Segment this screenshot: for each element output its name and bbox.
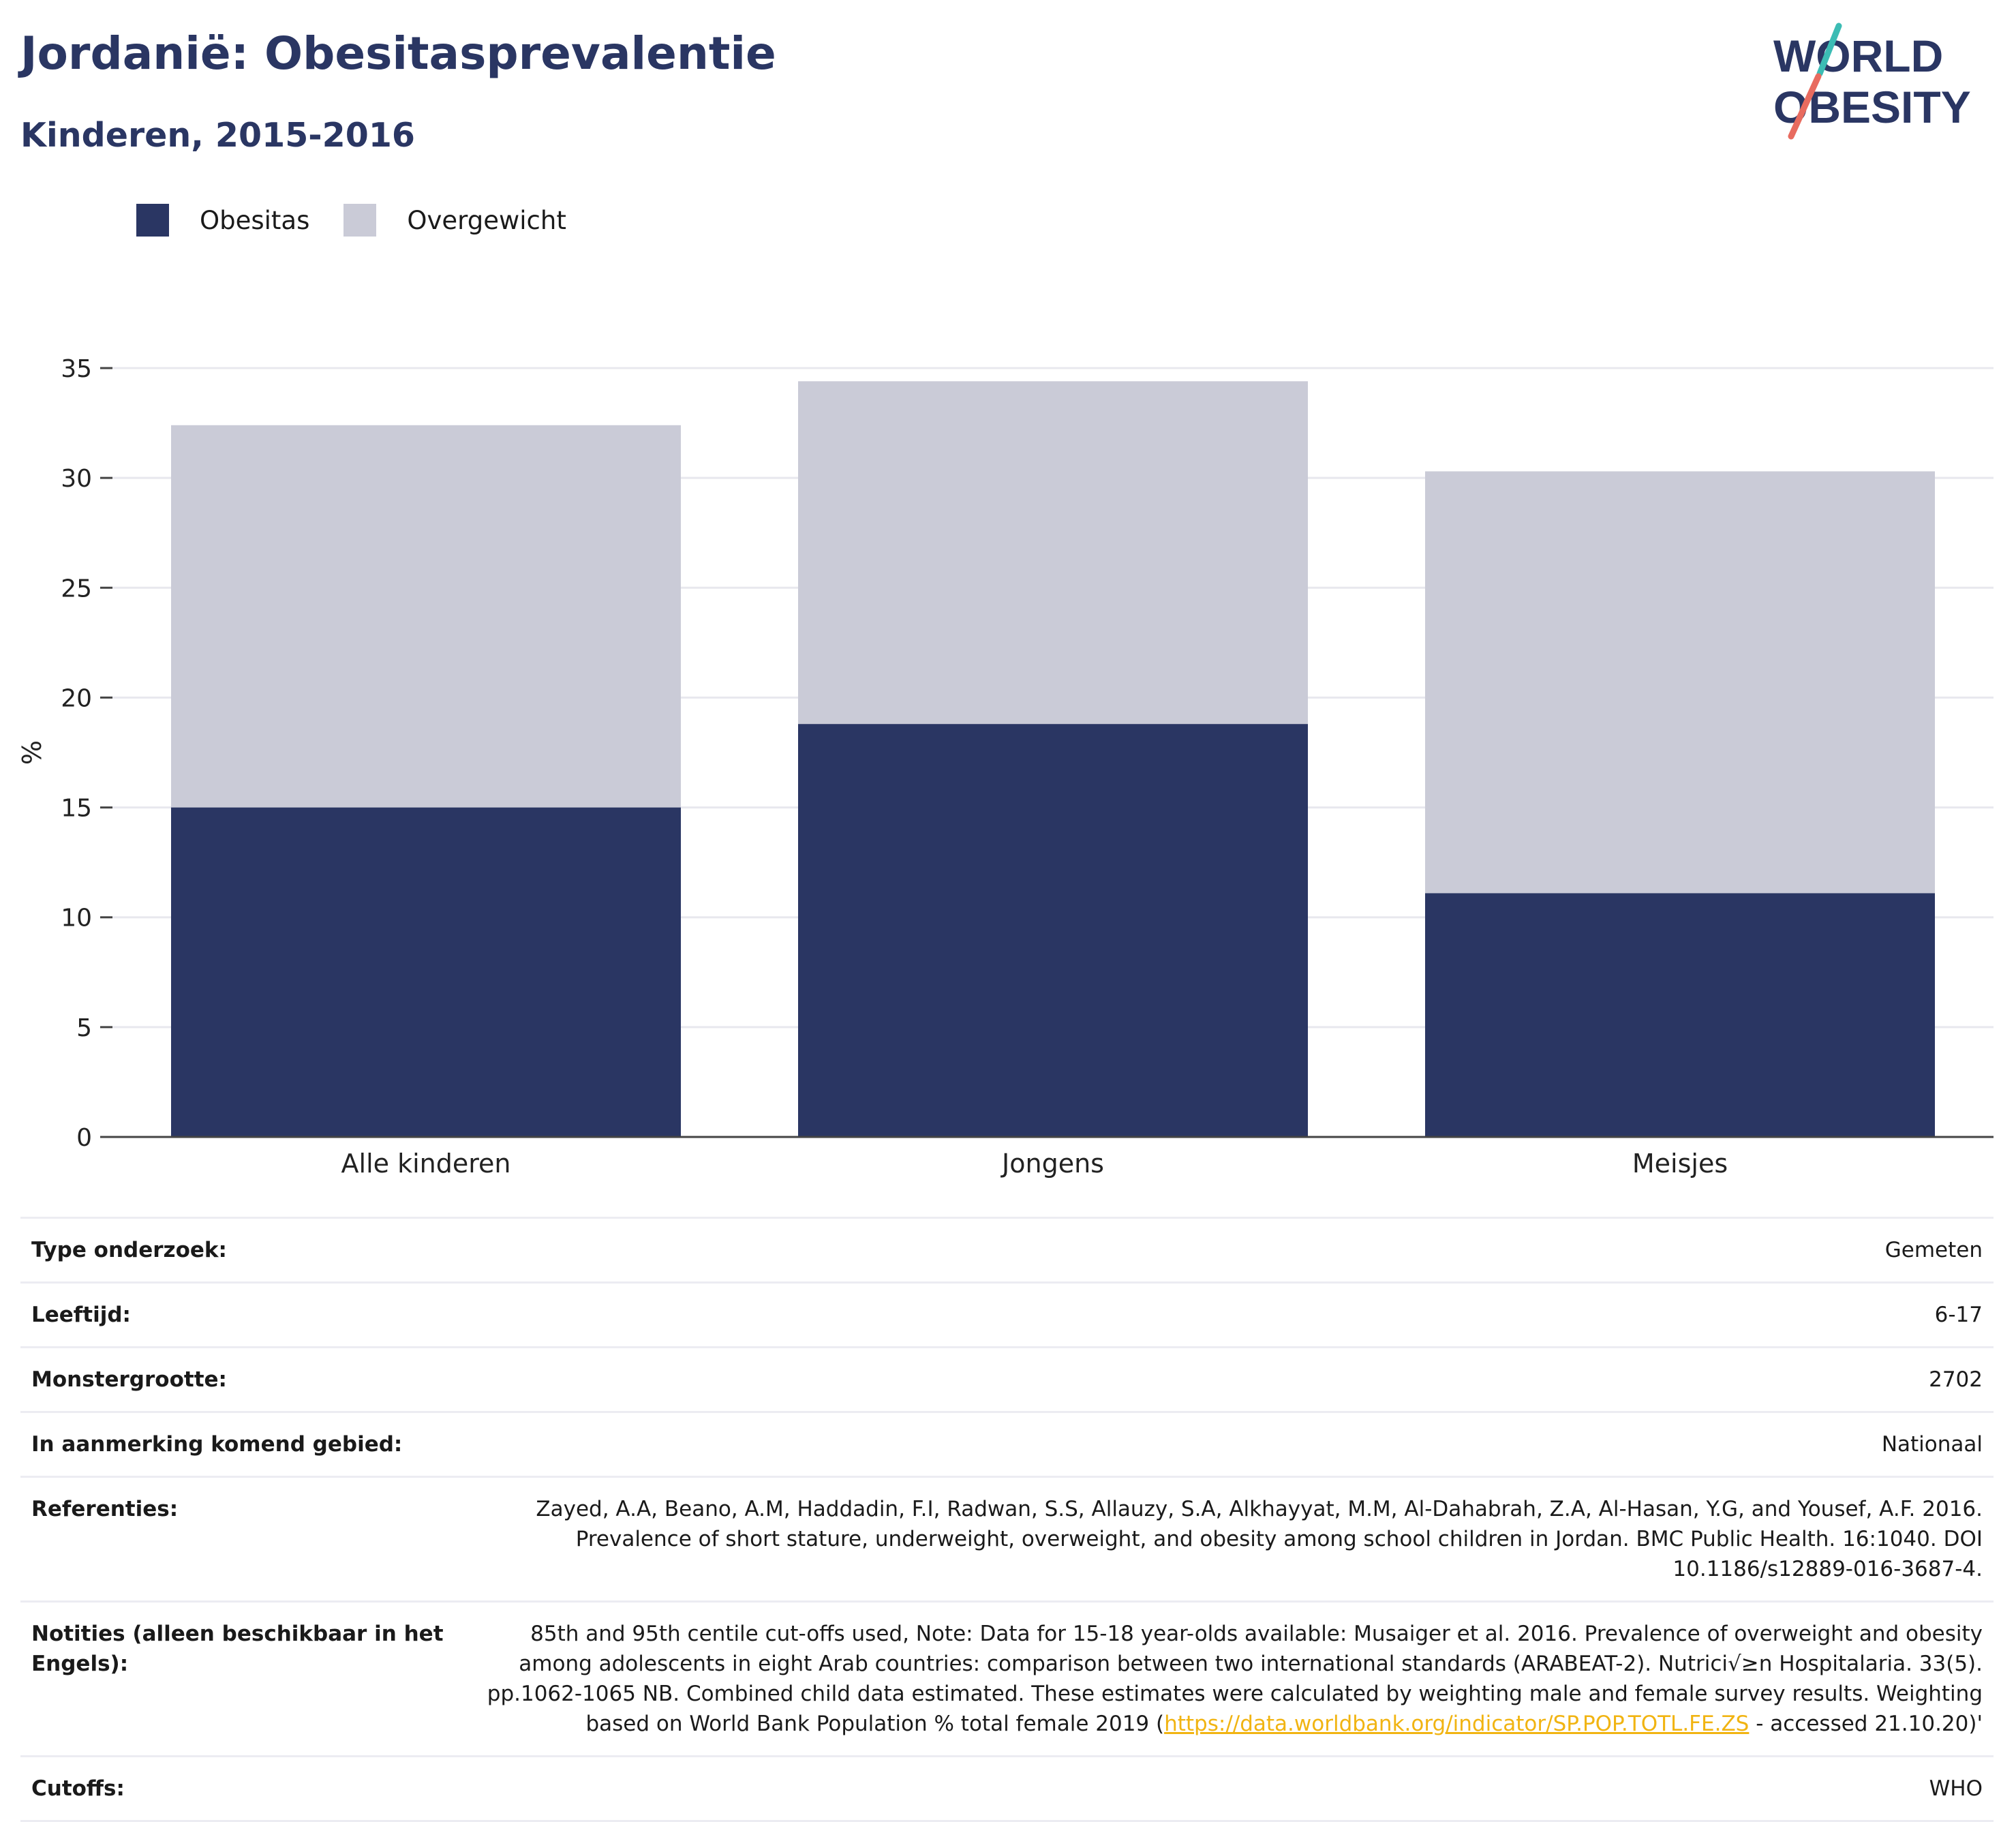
info-value: WHO xyxy=(1929,1776,1983,1801)
world-obesity-logo: WORLD OBESITY xyxy=(1773,22,1971,140)
info-label: In aanmerking komend gebied: xyxy=(31,1432,403,1457)
info-label: Monstergrootte: xyxy=(31,1367,227,1392)
bar-overgewicht-3 xyxy=(1425,471,1935,894)
legend-label-overgewicht: Overgewicht xyxy=(407,205,566,235)
info-row-type: Type onderzoek: Gemeten xyxy=(20,1217,1994,1281)
notes-tail: - accessed 21.10.20)' xyxy=(1749,1712,1983,1736)
bar-chart: 0 5 10 15 20 25 30 35% Alle kinderen Jongens Meisj… xyxy=(17,355,1994,1179)
info-row-references: Referenties: Zayed, A.A, Beano, A.M, Had… xyxy=(20,1476,1994,1600)
info-row-area: In aanmerking komend gebied: Nationaal xyxy=(20,1411,1994,1476)
y-tick-label: 25 xyxy=(61,575,92,603)
bar-overgewicht-2 xyxy=(798,381,1308,725)
bar-obesitas-2 xyxy=(798,724,1308,1137)
legend-label-obesitas: Obesitas xyxy=(200,205,310,235)
info-row-notes: Notities (alleen beschikbaar in het Enge… xyxy=(20,1600,1994,1755)
x-tick-label: Meisjes xyxy=(1632,1149,1728,1179)
page-title: Jordanië: Obesitasprevalentie xyxy=(20,27,776,80)
y-axis-title: % xyxy=(17,740,47,765)
info-value: Zayed, A.A, Beano, A.M, Haddadin, F.I, R… xyxy=(536,1497,1983,1581)
info-value: Nationaal xyxy=(1881,1432,1983,1457)
info-value: 6-17 xyxy=(1934,1303,1983,1327)
chart-legend: Obesitas Overgewicht xyxy=(136,202,600,238)
info-label: Leeftijd: xyxy=(31,1303,131,1327)
info-value: 85th and 95th centile cut-offs used, Not… xyxy=(454,1619,1983,1739)
y-tick-label: 15 xyxy=(61,795,92,823)
y-tick-label: 20 xyxy=(61,684,92,712)
notes-text: 85th and 95th centile cut-offs used, Not… xyxy=(487,1622,1983,1736)
x-tick-label: Jongens xyxy=(1001,1149,1104,1179)
info-row-age: Leeftijd: 6-17 xyxy=(20,1281,1994,1346)
y-tick-label: 10 xyxy=(61,905,92,932)
bar-overgewicht-1 xyxy=(171,425,681,808)
page-subtitle: Kinderen, 2015-2016 xyxy=(20,116,416,155)
info-table: Type onderzoek: Gemeten Leeftijd: 6-17 M… xyxy=(20,1217,1994,1822)
y-tick-label: 35 xyxy=(61,355,92,383)
info-label: Notities (alleen beschikbaar in het Enge… xyxy=(31,1622,444,1676)
worldbank-link[interactable]: https://data.worldbank.org/indicator/SP.… xyxy=(1164,1712,1750,1736)
y-tick-label: 30 xyxy=(61,465,92,493)
bar-obesitas-3 xyxy=(1425,893,1935,1137)
y-tick-label: 5 xyxy=(76,1014,92,1042)
legend-swatch-overgewicht xyxy=(343,204,377,237)
info-value: 2702 xyxy=(1929,1367,1983,1392)
x-tick-label: Alle kinderen xyxy=(341,1149,511,1179)
legend-item-overgewicht: Overgewicht xyxy=(343,204,566,237)
bar-obesitas-1 xyxy=(171,807,681,1137)
info-value: Gemeten xyxy=(1884,1238,1983,1262)
info-row-cutoffs: Cutoffs: WHO xyxy=(20,1755,1994,1822)
y-tick-label: 0 xyxy=(76,1124,92,1152)
info-label: Type onderzoek: xyxy=(31,1238,227,1262)
legend-item-obesitas: Obesitas xyxy=(136,204,309,237)
logo-line1: WORLD xyxy=(1773,31,1943,81)
info-label: Referenties: xyxy=(31,1497,179,1521)
legend-swatch-obesitas xyxy=(136,204,169,237)
info-label: Cutoffs: xyxy=(31,1776,125,1801)
info-row-sample: Monstergrootte: 2702 xyxy=(20,1346,1994,1411)
